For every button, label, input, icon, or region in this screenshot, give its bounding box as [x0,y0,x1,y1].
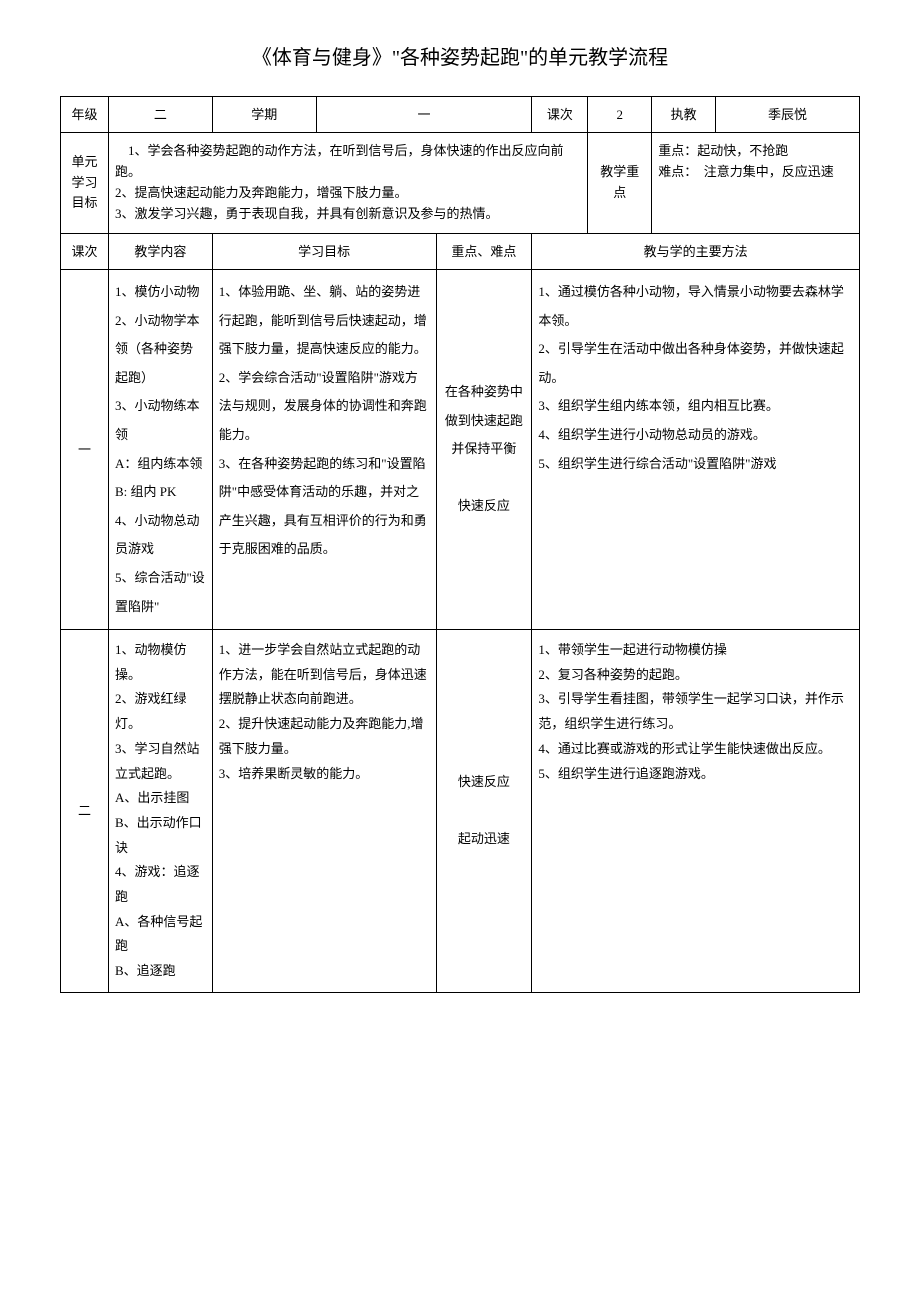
grade-label: 年级 [61,97,109,133]
lesson-method-2: 1、带领学生一起进行动物模仿操 2、复习各种姿势的起跑。 3、引导学生看挂图，带… [532,630,860,993]
teacher-label: 执教 [652,97,716,133]
lesson-keypoint-1: 在各种姿势中做到快速起跑并保持平衡 快速反应 [436,269,532,629]
semester-value: 一 [316,97,532,133]
lesson-count-label: 课次 [532,97,588,133]
lesson-row-2: 二 1、动物模仿操。 2、游戏红绿灯。 3、学习自然站立式起跑。 A、出示挂图 … [61,630,860,993]
focus-content: 重点：起动快，不抢跑 难点： 注意力集中，反应迅速 [652,133,860,233]
page-title: 《体育与健身》"各种姿势起跑"的单元教学流程 [60,40,860,76]
lesson-num-1: 一 [61,269,109,629]
focus-label: 教学重点 [588,133,652,233]
col-content: 教学内容 [108,233,212,269]
unit-goal-row: 单元学习目标 1、学会各种姿势起跑的动作方法，在听到信号后，身体快速的作出反应向… [61,133,860,233]
lesson-content-2: 1、动物模仿操。 2、游戏红绿灯。 3、学习自然站立式起跑。 A、出示挂图 B、… [108,630,212,993]
col-keypoint: 重点、难点 [436,233,532,269]
lesson-num-2: 二 [61,630,109,993]
col-method: 教与学的主要方法 [532,233,860,269]
lesson-goal-2: 1、进一步学会自然站立式起跑的动作方法，能在听到信号后，身体迅速摆脱静止状态向前… [212,630,436,993]
semester-label: 学期 [212,97,316,133]
col-goal: 学习目标 [212,233,436,269]
lesson-content-1: 1、模仿小动物 2、小动物学本领（各种姿势起跑） 3、小动物练本领 A：组内练本… [108,269,212,629]
lesson-keypoint-2: 快速反应 起动迅速 [436,630,532,993]
unit-goal-label: 单元学习目标 [61,133,109,233]
column-header-row: 课次 教学内容 学习目标 重点、难点 教与学的主要方法 [61,233,860,269]
grade-value: 二 [108,97,212,133]
header-row: 年级 二 学期 一 课次 2 执教 季辰悦 [61,97,860,133]
lesson-row-1: 一 1、模仿小动物 2、小动物学本领（各种姿势起跑） 3、小动物练本领 A：组内… [61,269,860,629]
col-lesson-num: 课次 [61,233,109,269]
lesson-plan-table: 年级 二 学期 一 课次 2 执教 季辰悦 单元学习目标 1、学会各种姿势起跑的… [60,96,860,993]
teacher-value: 季辰悦 [716,97,860,133]
lesson-goal-1: 1、体验用跪、坐、躺、站的姿势进行起跑，能听到信号后快速起动，增强下肢力量，提高… [212,269,436,629]
lesson-count-value: 2 [588,97,652,133]
lesson-method-1: 1、通过模仿各种小动物，导入情景小动物要去森林学本领。 2、引导学生在活动中做出… [532,269,860,629]
unit-goal-content: 1、学会各种姿势起跑的动作方法，在听到信号后，身体快速的作出反应向前跑。 2、提… [108,133,587,233]
